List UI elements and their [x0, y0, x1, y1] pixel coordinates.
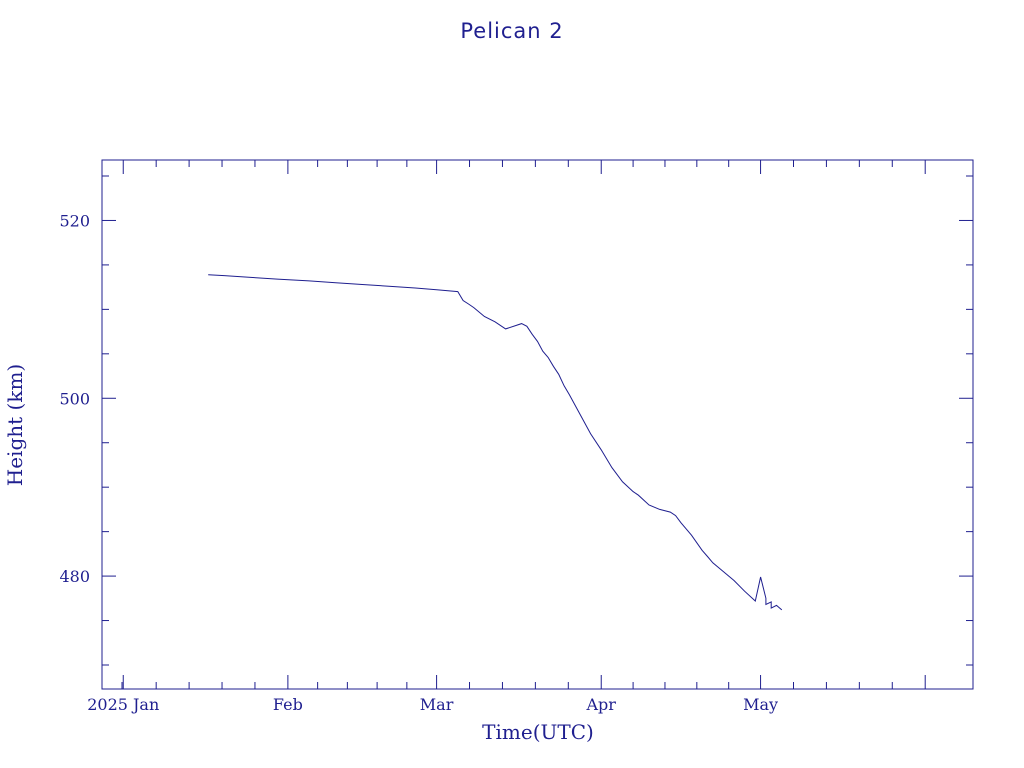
height-series-line: [208, 274, 783, 611]
y-axis-label: Height (km): [3, 364, 27, 486]
x-tick-label: Feb: [273, 695, 303, 714]
axis-ticks: [102, 160, 973, 689]
x-tick-label: Apr: [586, 695, 617, 714]
y-tick-label: 500: [59, 389, 90, 408]
y-tick-labels: 480 500 520: [59, 211, 90, 586]
x-axis-label: Time(UTC): [482, 720, 594, 744]
plot-frame: [101, 159, 974, 690]
y-tick-label: 520: [59, 211, 90, 230]
y-tick-label: 480: [59, 567, 90, 586]
x-tick-label: 2025 Jan: [87, 695, 159, 714]
x-tick-label: May: [743, 695, 778, 714]
chart-title: Pelican 2: [460, 19, 563, 43]
x-tick-labels: 2025 Jan Feb Mar Apr May: [87, 695, 778, 714]
x-tick-label: Mar: [420, 695, 454, 714]
